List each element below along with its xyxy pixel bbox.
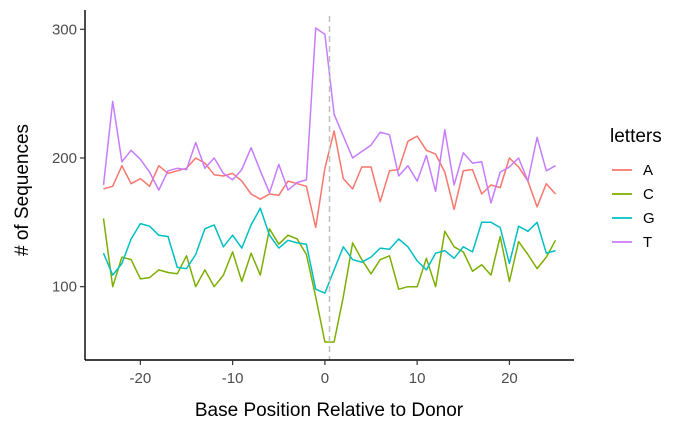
x-tick-label: -10 <box>222 370 244 387</box>
x-axis-title: Base Position Relative to Donor <box>195 400 464 421</box>
y-tick-label: 100 <box>52 279 77 296</box>
x-axis-ticks: -20 -10 0 10 20 <box>130 360 518 387</box>
legend-label-A: A <box>643 162 653 179</box>
legend-label-T: T <box>643 234 652 251</box>
plot-area <box>102 16 557 360</box>
y-tick-label: 200 <box>52 150 77 167</box>
legend-label-G: G <box>643 210 655 227</box>
axes: -20 -10 0 10 20 100 200 300 <box>52 10 574 387</box>
series-line-T <box>102 27 556 204</box>
x-tick-label: 0 <box>321 370 329 387</box>
x-tick-label: 10 <box>409 370 426 387</box>
y-tick-label: 300 <box>52 21 77 38</box>
x-tick-label: 20 <box>501 370 518 387</box>
legend-title: letters <box>610 126 662 147</box>
legend-label-C: C <box>643 186 654 203</box>
x-tick-label: -20 <box>130 370 152 387</box>
y-axis-ticks: 100 200 300 <box>52 21 85 296</box>
y-axis-title: # of Sequences <box>12 124 33 256</box>
